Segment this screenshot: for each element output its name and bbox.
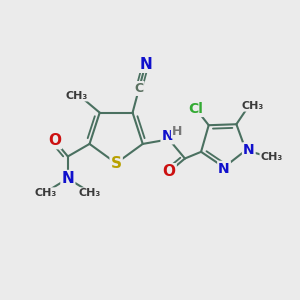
Text: H: H xyxy=(172,124,182,138)
Text: Cl: Cl xyxy=(189,102,203,116)
Text: CH₃: CH₃ xyxy=(66,91,88,100)
Text: O: O xyxy=(163,164,176,179)
Text: N: N xyxy=(218,162,230,176)
Text: CH₃: CH₃ xyxy=(79,188,101,198)
Text: CH₃: CH₃ xyxy=(35,188,57,198)
Text: N: N xyxy=(61,171,74,186)
Text: CH₃: CH₃ xyxy=(260,152,283,162)
Text: N: N xyxy=(139,57,152,72)
Text: CH₃: CH₃ xyxy=(241,101,263,111)
Text: N: N xyxy=(243,143,255,157)
Text: N: N xyxy=(162,129,173,143)
Text: S: S xyxy=(111,156,122,171)
Text: C: C xyxy=(134,82,144,95)
Text: O: O xyxy=(48,133,61,148)
